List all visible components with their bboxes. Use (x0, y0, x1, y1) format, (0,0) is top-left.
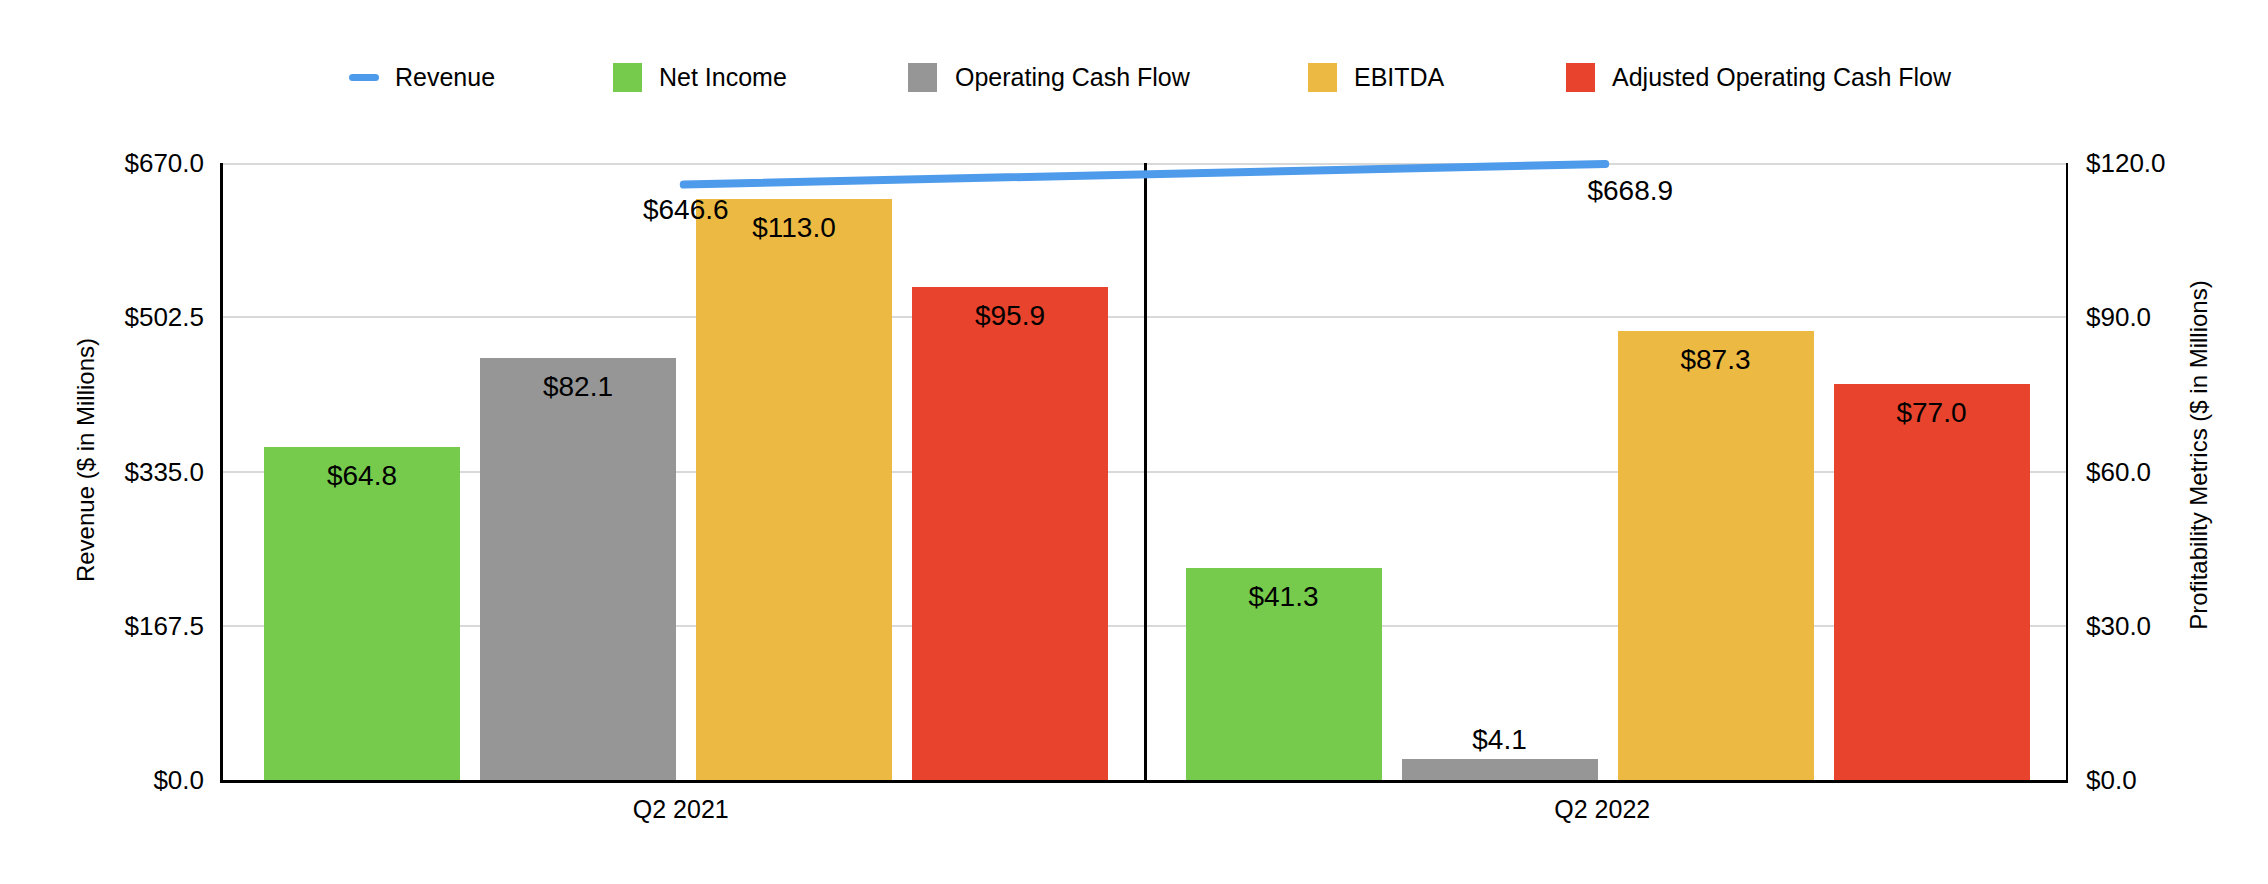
right-axis-tick: $120.0 (2086, 147, 2256, 179)
net-income-swatch-icon (613, 63, 642, 92)
left-axis-tick: $167.5 (44, 610, 204, 642)
revenue-value-label: $646.6 (643, 193, 729, 227)
operating-cash-flow-swatch-icon (908, 63, 937, 92)
plot-area: $64.8$41.3$82.1$4.1$113.0$87.3$95.9$77.0… (220, 163, 2068, 783)
revenue-value-label: $668.9 (1587, 174, 1673, 208)
right-axis-tick: $60.0 (2086, 456, 2256, 488)
legend-label: Operating Cash Flow (955, 58, 1190, 96)
legend-label: EBITDA (1354, 58, 1444, 96)
x-axis-category-label: Q2 2022 (1554, 793, 1650, 825)
left-axis-tick: $670.0 (44, 147, 204, 179)
left-axis-tick: $502.5 (44, 301, 204, 333)
legend-label: Adjusted Operating Cash Flow (1612, 58, 1951, 96)
x-axis-category-label: Q2 2021 (633, 793, 729, 825)
ebitda-swatch-icon (1308, 63, 1337, 92)
adjusted-operating-cash-flow-swatch-icon (1566, 63, 1595, 92)
revenue-line-marker-icon (349, 74, 379, 81)
legend-label: Net Income (659, 58, 787, 96)
right-axis-tick: $0.0 (2086, 764, 2256, 796)
right-axis-tick: $30.0 (2086, 610, 2256, 642)
right-axis-tick: $90.0 (2086, 301, 2256, 333)
left-axis-tick: $0.0 (44, 764, 204, 796)
financial-combo-chart: Revenue Net Income Operating Cash Flow E… (0, 0, 2268, 884)
legend-label: Revenue (395, 58, 495, 96)
left-axis-tick: $335.0 (44, 456, 204, 488)
revenue-line (223, 163, 2066, 780)
